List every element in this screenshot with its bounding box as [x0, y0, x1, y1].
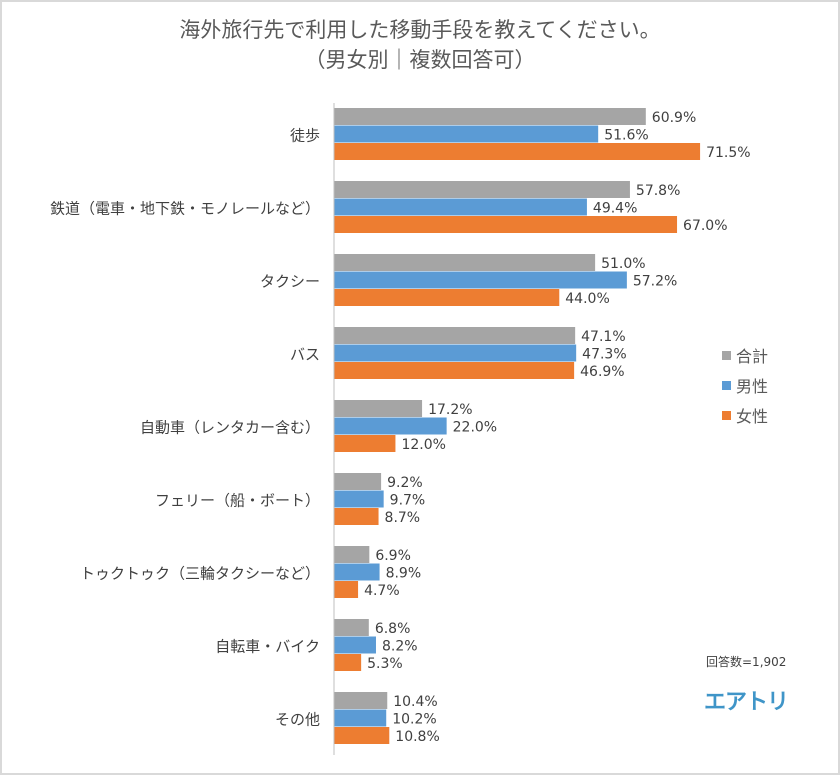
- data-label: 9.2%: [387, 475, 423, 491]
- bar: [334, 327, 576, 344]
- legend-swatch-female: [722, 410, 731, 420]
- data-label: 6.8%: [375, 621, 411, 637]
- legend-item-male: 男性: [722, 373, 768, 397]
- category-label: フェリー（船・ボート）: [155, 491, 320, 509]
- data-label: 17.2%: [428, 402, 472, 418]
- chart-title: 海外旅行先で利用した移動手段を教えてください。: [179, 18, 661, 42]
- data-label: 8.9%: [386, 565, 422, 581]
- bar: [334, 692, 388, 709]
- bar: [334, 508, 379, 525]
- bar: [334, 654, 362, 671]
- data-label: 10.2%: [392, 711, 436, 727]
- data-label: 6.9%: [375, 548, 411, 564]
- data-label: 12.0%: [401, 437, 445, 453]
- bar: [334, 636, 376, 654]
- data-label: 47.1%: [581, 329, 625, 345]
- data-label: 46.9%: [580, 364, 624, 380]
- legend-swatch-total: [722, 350, 731, 360]
- bar: [334, 581, 359, 598]
- bar: [334, 435, 396, 452]
- category-label: バス: [290, 345, 320, 363]
- data-label: 67.0%: [683, 218, 727, 234]
- data-label: 49.4%: [593, 200, 637, 216]
- bar: [334, 198, 587, 216]
- data-label: 51.6%: [604, 127, 648, 143]
- data-label: 47.3%: [582, 346, 626, 362]
- category-label: 自転車・バイク: [215, 637, 320, 655]
- data-label: 10.8%: [395, 729, 439, 745]
- category-label: タクシー: [260, 272, 320, 290]
- data-label: 5.3%: [367, 656, 403, 672]
- data-label: 57.2%: [633, 273, 677, 289]
- bar: [334, 362, 575, 379]
- bar: [334, 289, 560, 306]
- bar: [334, 254, 596, 271]
- legend-item-female: 女性: [722, 403, 768, 427]
- bar: [334, 709, 387, 727]
- legend-item-total: 合計: [722, 343, 768, 367]
- data-label: 22.0%: [453, 419, 497, 435]
- bar: [334, 216, 678, 233]
- respondent-count: 回答数=1,902: [706, 655, 787, 669]
- category-label: トゥクトゥク（三輪タクシーなど）: [80, 564, 320, 582]
- bar: [334, 400, 423, 417]
- data-label: 57.8%: [636, 183, 680, 199]
- data-label: 9.7%: [390, 492, 426, 508]
- category-label: 鉄道（電車・地下鉄・モノレールなど）: [50, 199, 320, 217]
- category-label: 自動車（レンタカー含む）: [140, 418, 320, 436]
- bar: [334, 125, 599, 143]
- bar: [334, 417, 447, 435]
- legend-swatch-male: [722, 380, 731, 390]
- category-label: その他: [275, 710, 320, 728]
- data-label: 71.5%: [706, 145, 750, 161]
- bar: [334, 344, 577, 362]
- airtrip-logo: エアトリ: [704, 690, 789, 715]
- bar: [334, 181, 630, 198]
- data-label: 8.2%: [382, 638, 418, 654]
- data-label: 60.9%: [652, 110, 696, 126]
- bar: [334, 619, 369, 636]
- bar: [334, 546, 370, 563]
- data-label: 4.7%: [364, 583, 400, 599]
- chart-subtitle: （男女別｜複数回答可）: [304, 48, 536, 72]
- data-label: 51.0%: [601, 256, 645, 272]
- bar: [334, 473, 382, 490]
- legend-label: 男性: [736, 377, 769, 396]
- bar: [334, 490, 384, 508]
- data-label: 8.7%: [385, 510, 421, 526]
- legend-label: 合計: [736, 347, 769, 366]
- bar: [334, 108, 646, 125]
- bar: [334, 143, 701, 160]
- bar: [334, 563, 380, 581]
- data-label: 44.0%: [565, 291, 609, 307]
- bar: [334, 727, 390, 744]
- data-label: 10.4%: [393, 694, 437, 710]
- category-label: 徒歩: [290, 126, 320, 144]
- legend-label: 女性: [736, 407, 769, 426]
- bar: [334, 271, 627, 289]
